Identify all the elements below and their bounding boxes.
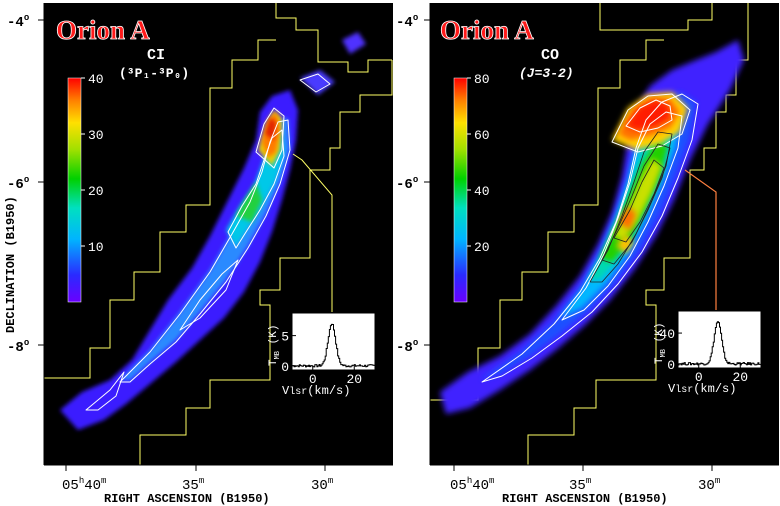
panel-ci-colorbar: [67, 77, 82, 303]
spectrum-xlabel: Vlsr(km/s): [668, 382, 736, 396]
spectrum-xtick-label: 0: [695, 370, 703, 385]
spectrum-xtick-label: 20: [346, 372, 362, 387]
panel-co-contours-dark: [589, 131, 673, 283]
spectrum-ytick-label: 5: [281, 330, 289, 345]
panel-ci-spectrum-axes: 5 0 0 20 TMB (K) Vlsr(km/s): [268, 325, 362, 398]
panel-co-title: Orion A: [440, 15, 534, 45]
ra-tick-left-1: 35m: [182, 476, 204, 494]
dec-tick-right-2: -8o: [396, 338, 418, 356]
declination-axis-label: DECLINATION (B1950): [4, 196, 18, 333]
panel-ci-spectrum-line: [292, 323, 376, 368]
ra-tick-right-2: 30m: [698, 476, 720, 494]
colorbar-tick-label: 40: [88, 72, 104, 87]
panel-ci-survey-boundary: [275, 3, 392, 73]
panel-co-spectrum-frame: [677, 310, 762, 369]
spectrum-ylabel: TMB (K): [268, 325, 282, 366]
panel-co-line-name: CO: [541, 47, 559, 64]
ra-axis-label-right: RIGHT ASCENSION (B1950): [502, 492, 668, 506]
ra-tick-right-1: 35m: [569, 476, 591, 494]
spectrum-ytick-label: 40: [659, 327, 675, 342]
colorbar-tick-label: 40: [474, 184, 490, 199]
panel-ci-spectrum-frame: [291, 312, 376, 371]
panel-co-colorbar: [453, 77, 468, 303]
panel-co-transition: (J=3-2): [519, 66, 574, 81]
colorbar-tick-label: 20: [474, 240, 490, 255]
panel-ci-transition: (³P₁-³P₀): [119, 66, 189, 81]
panel-ci-spectrum-connector: [292, 153, 333, 312]
panel-co-survey-boundary-south: [430, 39, 664, 401]
panel-ci: 40 30 20 10 Orion A CI (³P₁-³P₀) 5 0 0 20 TMB (…: [44, 3, 393, 466]
panel-ci-line-name: CI: [147, 47, 165, 64]
outer-axes: -4o -6o -8o -4o -6o -8o DECLINATION (B19…: [4, 3, 779, 506]
colorbar-tick-label: 10: [88, 240, 104, 255]
panel-co-spectrum-axes: 40 0 0 20 TMB (K) Vlsr(km/s): [654, 323, 748, 396]
panel-co-spectrum-inset: 40 0 0 20 TMB (K) Vlsr(km/s): [654, 310, 762, 396]
panel-ci-title: Orion A: [56, 15, 150, 45]
left-panel-frame-ticks: [38, 3, 393, 471]
colorbar-tick-label: 60: [474, 128, 490, 143]
panel-co-colorbar-ticks: 80 60 40 20: [467, 72, 490, 255]
panel-co: 80 60 40 20 Orion A CO (J=3-2) 40 0 0 20 TMB (K…: [430, 3, 779, 466]
panel-co-spectrum-line: [678, 321, 762, 366]
panel-ci-survey-boundary-east: [100, 60, 393, 466]
panel-co-contours: [481, 93, 699, 383]
panel-ci-contours: [85, 73, 331, 411]
ra-tick-right-0: 05h40m: [450, 476, 494, 494]
ra-tick-left-2: 30m: [311, 476, 333, 494]
spectrum-ytick-label: 0: [281, 360, 289, 375]
right-panel-frame-ticks: [424, 3, 779, 471]
dec-tick-right-1: -6o: [396, 175, 418, 193]
dec-tick-left-1: -6o: [7, 175, 29, 193]
spectrum-ylabel: TMB (K): [654, 323, 668, 364]
spectrum-xtick-label: 0: [309, 372, 317, 387]
colorbar-tick-label: 20: [88, 184, 104, 199]
spectrum-xlabel: Vlsr(km/s): [282, 384, 350, 398]
dec-tick-left-2: -8o: [7, 338, 29, 356]
panel-co-spectrum-connector: [684, 169, 717, 310]
dec-tick-right-0: -4o: [396, 13, 418, 31]
panel-co-survey-boundary: [599, 3, 713, 31]
colorbar-tick-label: 30: [88, 128, 104, 143]
colorbar-tick-label: 80: [474, 72, 490, 87]
panel-ci-emission-map: [60, 32, 366, 430]
spectrum-xtick-label: 20: [732, 370, 748, 385]
ra-tick-left-0: 05h40m: [62, 476, 106, 494]
ra-axis-label-left: RIGHT ASCENSION (B1950): [104, 492, 270, 506]
panel-ci-spectrum-inset: 5 0 0 20 TMB (K) Vlsr(km/s): [268, 312, 376, 398]
panel-ci-colorbar-ticks: 40 30 20 10: [81, 72, 104, 255]
dec-tick-left-0: -4o: [7, 13, 29, 31]
spectrum-ytick-label: 0: [667, 358, 675, 373]
panel-ci-survey-boundary-south: [44, 39, 276, 379]
